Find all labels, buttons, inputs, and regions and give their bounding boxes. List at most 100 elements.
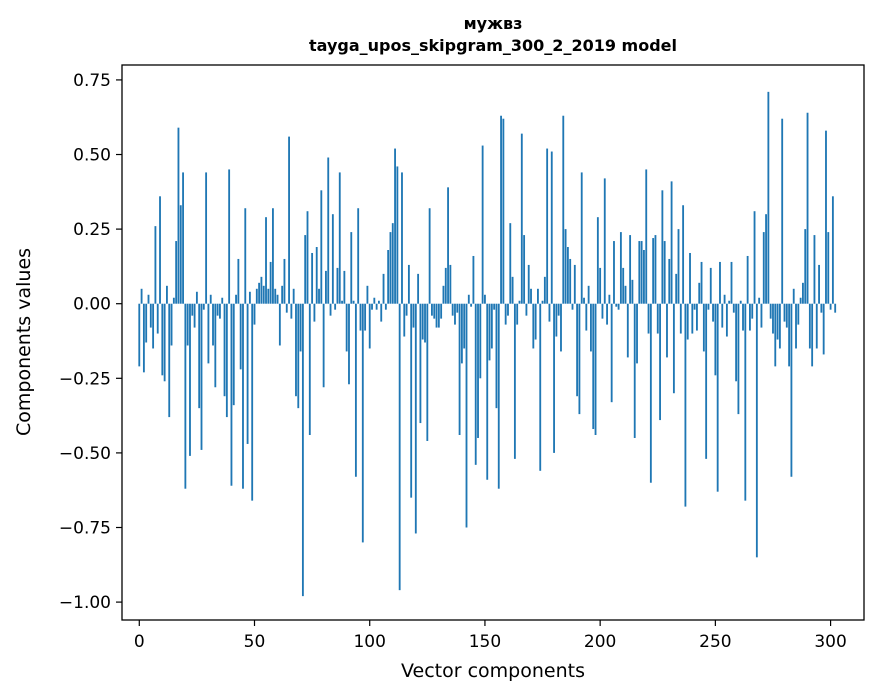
- bar: [428, 208, 431, 304]
- bar: [288, 136, 290, 304]
- bar: [387, 250, 390, 304]
- bar: [447, 187, 449, 304]
- bar: [235, 294, 237, 304]
- bar: [705, 303, 708, 459]
- bar: [394, 148, 396, 304]
- bar: [357, 208, 360, 304]
- bar: [645, 169, 648, 304]
- bar: [225, 303, 228, 418]
- bar: [414, 303, 417, 534]
- y-tick-label: 0.00: [73, 295, 111, 315]
- bar: [670, 181, 673, 304]
- bar: [334, 303, 337, 310]
- bar: [184, 303, 187, 489]
- bar: [166, 285, 168, 304]
- bar: [350, 232, 353, 304]
- bar: [479, 303, 482, 379]
- bar: [652, 238, 655, 304]
- bar: [516, 303, 519, 325]
- bar: [578, 303, 581, 415]
- bar: [795, 303, 797, 349]
- bar: [451, 303, 454, 316]
- bar: [207, 303, 210, 364]
- bar: [142, 303, 145, 373]
- bar: [156, 303, 159, 334]
- bar: [440, 303, 443, 319]
- bar: [345, 303, 348, 352]
- x-tick-label: 200: [584, 632, 616, 652]
- bar: [700, 261, 703, 304]
- bar: [168, 303, 171, 418]
- bar: [523, 235, 526, 304]
- bar: [719, 261, 721, 304]
- bar: [327, 157, 330, 304]
- bar: [470, 303, 473, 307]
- bar: [417, 273, 420, 304]
- bar: [792, 288, 795, 304]
- bar: [679, 303, 682, 334]
- bar: [318, 288, 320, 304]
- bar: [716, 303, 719, 492]
- bar: [272, 208, 274, 304]
- bar: [518, 300, 521, 304]
- y-tick-label: 0.75: [73, 71, 111, 91]
- y-axis-label: Components values: [13, 248, 35, 436]
- bar: [626, 303, 629, 358]
- bar: [230, 303, 233, 486]
- bar: [783, 303, 786, 322]
- bar: [606, 303, 608, 325]
- bar: [163, 303, 166, 382]
- bar: [735, 303, 738, 382]
- bar: [200, 303, 203, 450]
- bar: [622, 267, 625, 304]
- bar: [239, 303, 242, 370]
- bar: [811, 303, 814, 367]
- bar: [587, 285, 590, 304]
- bar: [262, 285, 265, 304]
- bar: [675, 273, 678, 304]
- bar: [825, 130, 827, 304]
- bar: [354, 303, 357, 477]
- bar: [405, 303, 408, 316]
- bar: [712, 303, 714, 322]
- bar: [290, 303, 293, 319]
- bar: [325, 270, 327, 304]
- bar: [619, 232, 622, 304]
- bar: [366, 285, 369, 304]
- bar: [571, 303, 574, 310]
- bar: [308, 303, 311, 435]
- bar: [161, 303, 164, 376]
- bar: [467, 294, 470, 304]
- bar: [149, 303, 152, 328]
- bar: [322, 303, 325, 388]
- bar: [813, 235, 816, 304]
- bar: [546, 148, 549, 304]
- bar: [564, 229, 567, 304]
- bar: [654, 235, 657, 304]
- bar: [382, 273, 385, 304]
- bar: [145, 303, 148, 343]
- bar: [834, 303, 837, 313]
- bar: [140, 288, 143, 304]
- bar: [663, 241, 666, 304]
- x-tick-label: 50: [244, 632, 266, 652]
- bar: [677, 229, 680, 304]
- bar: [636, 303, 638, 364]
- bar: [599, 267, 602, 304]
- bar: [686, 303, 689, 340]
- y-tick-label: −0.75: [59, 519, 111, 539]
- bar: [643, 250, 645, 304]
- bar: [138, 303, 141, 367]
- bar: [336, 267, 339, 304]
- bar: [329, 303, 332, 316]
- bar: [721, 303, 724, 328]
- bar: [534, 303, 537, 340]
- bar: [269, 261, 272, 304]
- bar: [829, 303, 832, 310]
- bar: [525, 303, 528, 316]
- bar: [292, 288, 295, 304]
- y-tick-label: 0.25: [73, 220, 111, 240]
- bar: [560, 303, 562, 352]
- bar: [822, 303, 825, 355]
- bar: [758, 297, 761, 304]
